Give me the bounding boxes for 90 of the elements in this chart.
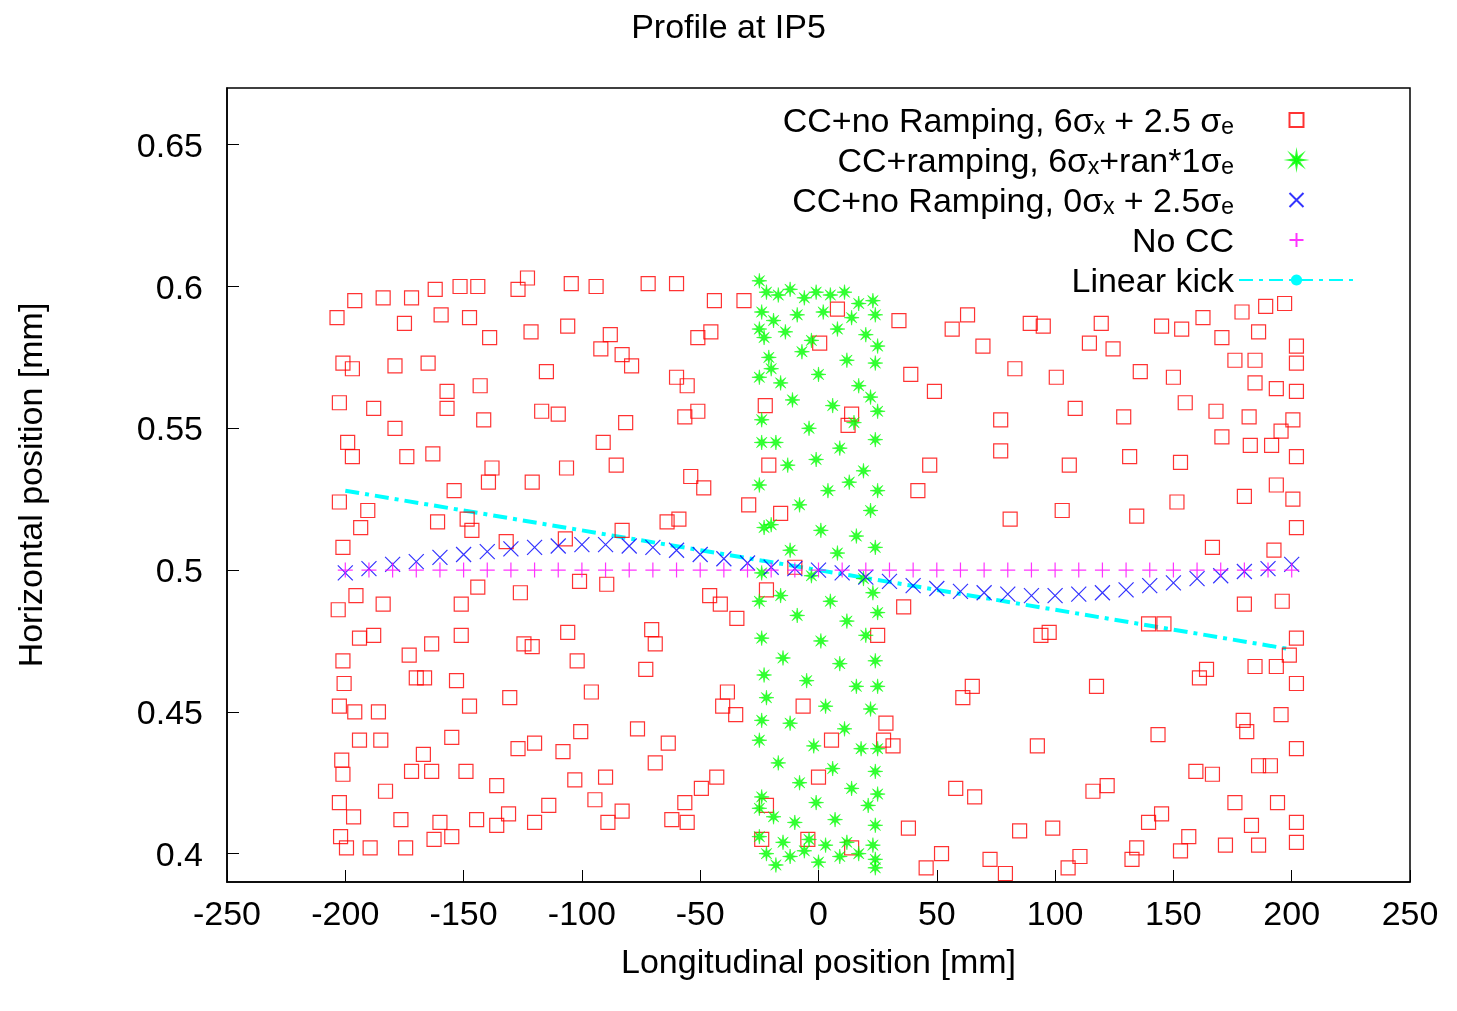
- point: [455, 561, 472, 579]
- point: [573, 561, 590, 579]
- point: [550, 537, 567, 555]
- point: [1047, 587, 1064, 604]
- legend-label: CC+ramping, 6σₓ+ran*1σₑ: [837, 141, 1234, 179]
- y-tick-label: 0.4: [155, 834, 203, 873]
- point: [976, 584, 993, 601]
- point: [928, 561, 945, 579]
- point: [526, 561, 543, 579]
- point: [952, 561, 969, 579]
- point: [550, 561, 567, 579]
- point: [668, 542, 685, 559]
- point: [1094, 584, 1111, 601]
- x-tick-label: -150: [429, 894, 498, 932]
- point: [692, 546, 709, 563]
- point: [1141, 561, 1158, 579]
- point: [1165, 561, 1182, 579]
- x-tick-label: 50: [917, 894, 956, 932]
- point: [479, 561, 496, 579]
- point: [1070, 561, 1087, 579]
- x-tick-label: 150: [1145, 894, 1202, 932]
- point: [999, 586, 1016, 603]
- legend-label: CC+no Ramping, 6σₓ + 2.5 σₑ: [782, 101, 1234, 139]
- point: [1165, 574, 1182, 591]
- legend-label: Linear kick: [1071, 261, 1235, 299]
- point: [644, 539, 661, 556]
- point: [857, 561, 874, 579]
- point: [1283, 556, 1300, 573]
- point: [881, 561, 898, 579]
- point: [952, 583, 969, 600]
- point: [1212, 561, 1229, 579]
- legend-label: CC+no Ramping, 0σₓ + 2.5σₑ: [792, 181, 1234, 219]
- point: [739, 554, 756, 572]
- point: [479, 543, 496, 560]
- point: [905, 561, 922, 579]
- y-axis-title: Horizontal position [mm]: [11, 302, 49, 668]
- point: [715, 550, 732, 567]
- point: [1188, 570, 1206, 587]
- y-tick-label: 0.6: [155, 267, 203, 306]
- point: [881, 573, 898, 590]
- y-tick-label: 0.5: [155, 551, 203, 590]
- point: [668, 561, 685, 579]
- point: [408, 561, 425, 579]
- point: [692, 561, 709, 579]
- point: [597, 536, 614, 553]
- x-axis-title: Longitudinal position [mm]: [620, 942, 1017, 980]
- x-tick-label: 200: [1263, 894, 1321, 932]
- point: [1023, 587, 1040, 604]
- x-tick-label: 250: [1381, 894, 1439, 932]
- point: [1212, 567, 1229, 584]
- point: [905, 577, 922, 594]
- point: [1141, 577, 1158, 594]
- point: [621, 561, 638, 579]
- point: [408, 553, 425, 570]
- legend-label: No CC: [1131, 221, 1234, 259]
- point: [1188, 561, 1206, 579]
- point: [976, 561, 993, 579]
- x-tick-label: -250: [192, 894, 262, 932]
- point: [526, 539, 543, 556]
- point: [431, 549, 449, 566]
- x-tick-label: 0: [809, 894, 828, 932]
- point: [502, 540, 520, 557]
- point: [1023, 561, 1040, 579]
- point: [384, 556, 401, 573]
- point: [1117, 581, 1135, 599]
- point: [431, 561, 449, 579]
- point: [1117, 561, 1135, 579]
- point: [1283, 561, 1300, 579]
- y-tick-label: 0.45: [136, 692, 203, 731]
- x-tick-label: -100: [547, 894, 616, 932]
- x-tick-label: 100: [1026, 894, 1084, 932]
- point: [455, 546, 472, 563]
- x-tick-label: -50: [675, 894, 725, 932]
- x-tick-label: -200: [311, 894, 380, 932]
- point: [573, 536, 590, 553]
- point: [1094, 561, 1111, 579]
- point: [597, 561, 614, 579]
- point: [621, 537, 638, 555]
- point: [739, 561, 756, 579]
- point: [1047, 561, 1064, 579]
- point: [644, 561, 661, 579]
- point: [384, 561, 401, 579]
- y-tick-label: 0.65: [136, 125, 203, 164]
- point: [502, 561, 520, 579]
- point: [715, 561, 732, 579]
- point: [999, 561, 1016, 579]
- chart-title: Profile at IP5: [631, 7, 826, 45]
- y-tick-label: 0.55: [136, 409, 203, 448]
- point: [928, 580, 945, 597]
- point: [1070, 586, 1087, 603]
